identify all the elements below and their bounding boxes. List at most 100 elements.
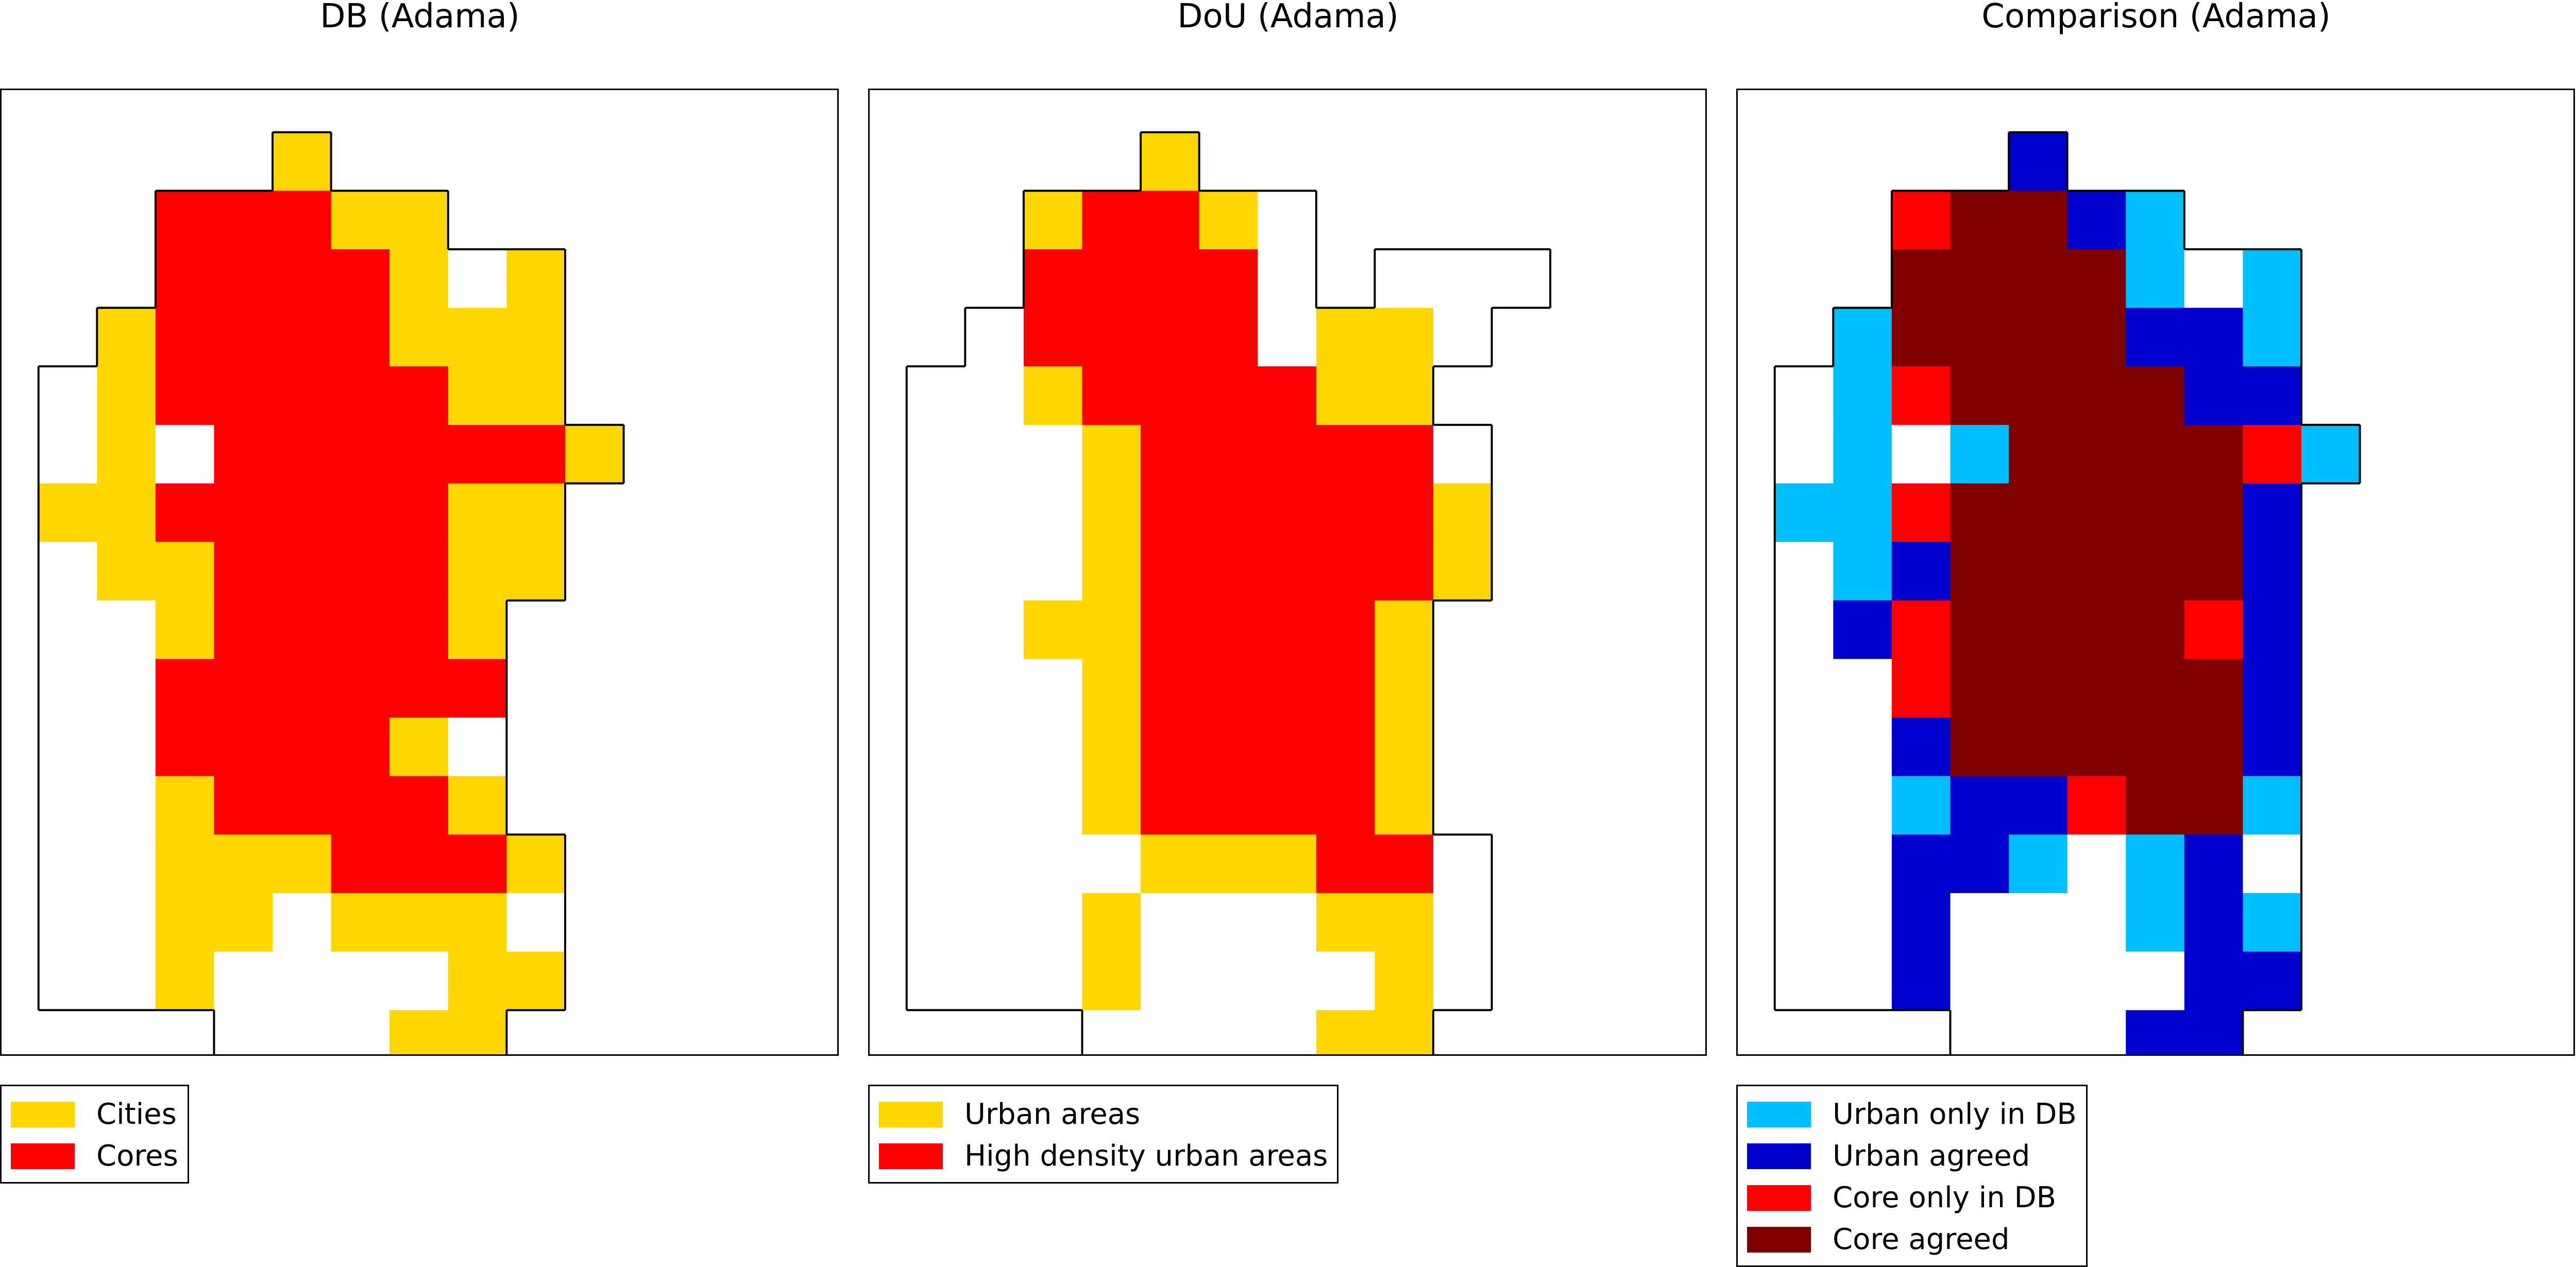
urban-agreed-cell [2184, 951, 2243, 1011]
core-agreed-cell [2184, 483, 2243, 542]
core-cell [1082, 307, 1141, 367]
urban-cell [155, 600, 215, 660]
urban-cell [1375, 600, 1434, 660]
outside-cell [906, 893, 965, 952]
core-cell [331, 542, 390, 601]
core-cell [273, 424, 332, 484]
urban-agreed-cell [2184, 1010, 2243, 1054]
outside-cell [906, 366, 965, 425]
outside-cell [906, 600, 965, 660]
core-cell [155, 717, 215, 777]
map-comparison-svg [1773, 131, 2361, 1054]
core-cell [331, 717, 390, 777]
outside-cell [1199, 1010, 1258, 1054]
core-agreed-cell [2009, 717, 2068, 777]
core-cell [273, 249, 332, 309]
outside-cell [1141, 951, 1200, 1011]
urban-cell [1082, 951, 1141, 1011]
legend-swatch-urban-only-db [1747, 1101, 1811, 1127]
core-cell [155, 659, 215, 718]
core-agreed-cell [2067, 600, 2126, 660]
core-cell [331, 600, 390, 660]
outside-cell [1774, 834, 1834, 894]
urban-cell [155, 834, 215, 894]
outside-cell [906, 717, 965, 777]
outside-cell [38, 834, 97, 894]
outside-cell [965, 951, 1024, 1011]
outside-cell [1774, 951, 1834, 1011]
legend-item-cores: Cores [11, 1135, 178, 1177]
outside-cell [1774, 659, 1834, 718]
core-cell [273, 483, 332, 542]
urban-cell [155, 776, 215, 835]
core-cell [1141, 483, 1200, 542]
core-cell [273, 191, 332, 250]
core-cell [1316, 483, 1375, 542]
core-cell [1082, 191, 1141, 250]
core-cell [1375, 424, 1434, 484]
outside-cell [506, 893, 566, 952]
urban-only-db-cell [1833, 542, 1892, 601]
core-cell [1316, 542, 1375, 601]
urban-agreed-cell [2243, 717, 2302, 777]
urban-only-db-cell [2126, 834, 2185, 894]
core-cell [1199, 249, 1258, 309]
core-only-db-cell [2243, 424, 2302, 484]
outside-cell [1774, 717, 1834, 777]
urban-agreed-cell [1891, 951, 1951, 1011]
urban-cell [565, 424, 624, 484]
urban-cell [448, 307, 507, 367]
core-agreed-cell [2009, 600, 2068, 660]
urban-cell [97, 307, 156, 367]
legend-swatch-cities [11, 1101, 75, 1127]
outside-cell [1433, 249, 1493, 309]
panel-title-db: DB (Adama) [320, 0, 520, 36]
outside-cell [906, 424, 965, 484]
urban-only-db-cell [2009, 834, 2068, 894]
outside-cell [1023, 834, 1083, 894]
urban-cell [1199, 834, 1258, 894]
core-cell [1141, 717, 1200, 777]
core-agreed-cell [2126, 776, 2185, 835]
core-cell [155, 191, 215, 250]
outside-cell [97, 893, 156, 952]
core-agreed-cell [1950, 659, 2009, 718]
outside-cell [2009, 893, 2068, 952]
urban-cell [1141, 834, 1200, 894]
outside-cell [906, 776, 965, 835]
outside-cell [38, 542, 97, 601]
urban-only-db-cell [2126, 191, 2185, 250]
outside-cell [965, 483, 1024, 542]
core-only-db-cell [1891, 366, 1951, 425]
core-agreed-cell [2009, 366, 2068, 425]
urban-cell [1258, 834, 1317, 894]
map-comparison-boundary [1773, 131, 2361, 1054]
urban-cell [448, 776, 507, 835]
core-cell [214, 424, 273, 484]
outside-cell [1023, 542, 1083, 601]
core-cell [389, 483, 449, 542]
core-cell [331, 249, 390, 309]
outside-cell [965, 717, 1024, 777]
core-cell [1375, 542, 1434, 601]
outside-cell [965, 659, 1024, 718]
core-cell [214, 191, 273, 250]
core-cell [1316, 776, 1375, 835]
legend-swatch-core-only-db [1747, 1185, 1811, 1211]
core-cell [448, 659, 507, 718]
urban-cell [506, 307, 566, 367]
outside-cell [1023, 776, 1083, 835]
outside-cell [965, 893, 1024, 952]
outside-cell [38, 600, 97, 660]
core-cell [389, 600, 449, 660]
urban-cell [97, 424, 156, 484]
urban-cell [155, 893, 215, 952]
map-db-cells [38, 132, 624, 1054]
outside-cell [965, 542, 1024, 601]
urban-only-db-cell [2243, 307, 2302, 367]
outside-cell [1774, 893, 1834, 952]
urban-cell [1082, 600, 1141, 660]
urban-cell [506, 951, 566, 1011]
map-dou-boundary [905, 131, 1552, 1054]
core-cell [1141, 424, 1200, 484]
